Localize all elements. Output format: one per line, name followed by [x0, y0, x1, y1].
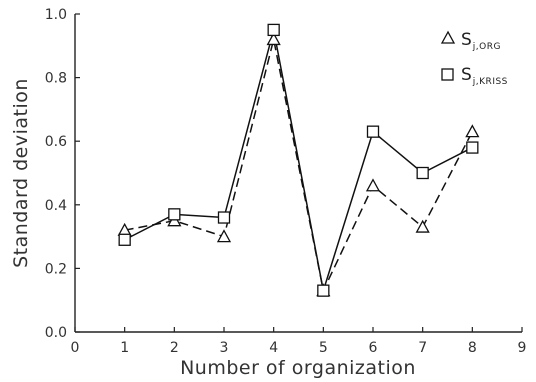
- legend-sub-kriss: j,KRISS: [472, 77, 508, 87]
- x-tick-label: 9: [518, 340, 527, 356]
- data-point-triangle: [465, 124, 480, 138]
- x-axis-title: Number of organization: [180, 357, 416, 379]
- x-tick-label: 3: [220, 340, 229, 356]
- legend-entry-org: Sj,ORG: [440, 30, 501, 52]
- x-tick-label: 2: [170, 340, 179, 356]
- legend-main-kriss: S: [461, 65, 472, 85]
- data-point-square: [267, 23, 280, 37]
- series-lines: [124, 29, 473, 294]
- y-tick-label: 0.6: [45, 134, 67, 150]
- series-line-org: [124, 39, 473, 294]
- legend-main-org: S: [461, 30, 472, 50]
- data-point-triangle: [415, 219, 430, 233]
- x-tick-label: 1: [120, 340, 129, 356]
- y-tick-label: 0.8: [45, 71, 67, 87]
- legend-label-kriss: Sj,KRISS: [461, 65, 508, 87]
- data-point-square: [416, 166, 429, 180]
- data-point-square: [317, 284, 330, 297]
- axes: [74, 14, 522, 333]
- data-point-square: [466, 141, 479, 154]
- y-tick-label: 0.0: [45, 325, 67, 341]
- data-point-square: [118, 233, 131, 246]
- series-line-kriss: [124, 29, 473, 291]
- x-tick-label: 8: [468, 340, 477, 356]
- legend-square-marker: [441, 68, 454, 81]
- y-ticks: 0.0 0.2 0.4 0.6 0.8 1.0: [45, 7, 80, 341]
- data-point-triangle: [216, 229, 232, 243]
- y-tick-label: 0.4: [45, 198, 67, 214]
- data-point-square: [366, 125, 380, 138]
- x-tick-label: 4: [269, 340, 278, 356]
- x-tick-label: 0: [71, 340, 80, 356]
- y-tick-label: 0.2: [45, 261, 67, 277]
- data-point-triangle: [266, 32, 281, 46]
- y-axis-title: Standard deviation: [10, 78, 32, 268]
- legend: Sj,ORG Sj,KRISS: [440, 30, 508, 87]
- y-tick-label: 1.0: [45, 7, 67, 23]
- x-tick-label: 5: [319, 340, 328, 356]
- x-ticks: 0 1 2 3 4 5 6 7 8 9: [71, 327, 527, 356]
- data-point-square: [217, 211, 231, 224]
- data-point-triangle: [365, 178, 381, 192]
- series-markers: [117, 23, 480, 297]
- x-tick-label: 7: [418, 340, 427, 356]
- legend-triangle-marker: [440, 30, 456, 44]
- legend-sub-org: j,ORG: [472, 42, 501, 52]
- legend-entry-kriss: Sj,KRISS: [441, 65, 508, 87]
- x-tick-label: 6: [369, 340, 378, 356]
- legend-label-org: Sj,ORG: [461, 30, 501, 52]
- data-point-square: [168, 208, 181, 221]
